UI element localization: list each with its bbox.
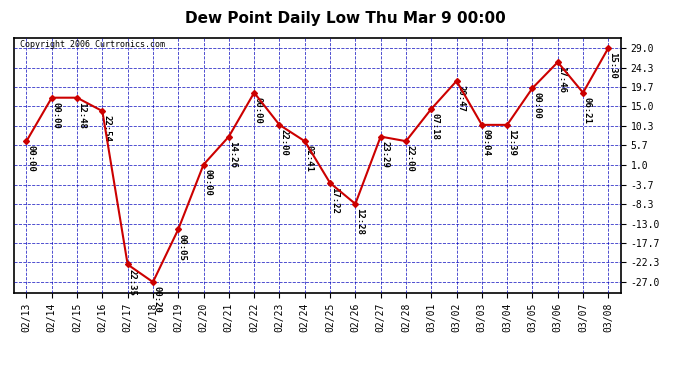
Text: 00:05: 00:05 [178, 234, 187, 260]
Text: 00:00: 00:00 [204, 169, 213, 196]
Text: 06:21: 06:21 [583, 97, 592, 124]
Text: 22:54: 22:54 [102, 115, 111, 142]
Text: 12:39: 12:39 [507, 129, 516, 156]
Text: 17:22: 17:22 [330, 187, 339, 214]
Text: 22:00: 22:00 [406, 146, 415, 172]
Text: 20:47: 20:47 [456, 85, 465, 112]
Text: 22:00: 22:00 [279, 129, 288, 156]
Text: 02:41: 02:41 [304, 146, 313, 172]
Text: 00:20: 00:20 [152, 286, 161, 313]
Text: 12:48: 12:48 [77, 102, 86, 129]
Text: 00:00: 00:00 [254, 97, 263, 124]
Text: 17:46: 17:46 [558, 66, 566, 93]
Text: 09:04: 09:04 [482, 129, 491, 156]
Text: 22:35: 22:35 [128, 268, 137, 296]
Text: 15:30: 15:30 [608, 52, 617, 79]
Text: 12:28: 12:28 [355, 208, 364, 235]
Text: Copyright 2006 Curtronics.com: Copyright 2006 Curtronics.com [20, 40, 165, 49]
Text: 00:00: 00:00 [26, 146, 35, 172]
Text: 14:26: 14:26 [228, 141, 237, 168]
Text: Dew Point Daily Low Thu Mar 9 00:00: Dew Point Daily Low Thu Mar 9 00:00 [185, 11, 505, 26]
Text: 00:00: 00:00 [52, 102, 61, 129]
Text: 07:18: 07:18 [431, 113, 440, 140]
Text: 23:29: 23:29 [380, 141, 389, 168]
Text: 00:00: 00:00 [532, 92, 541, 119]
